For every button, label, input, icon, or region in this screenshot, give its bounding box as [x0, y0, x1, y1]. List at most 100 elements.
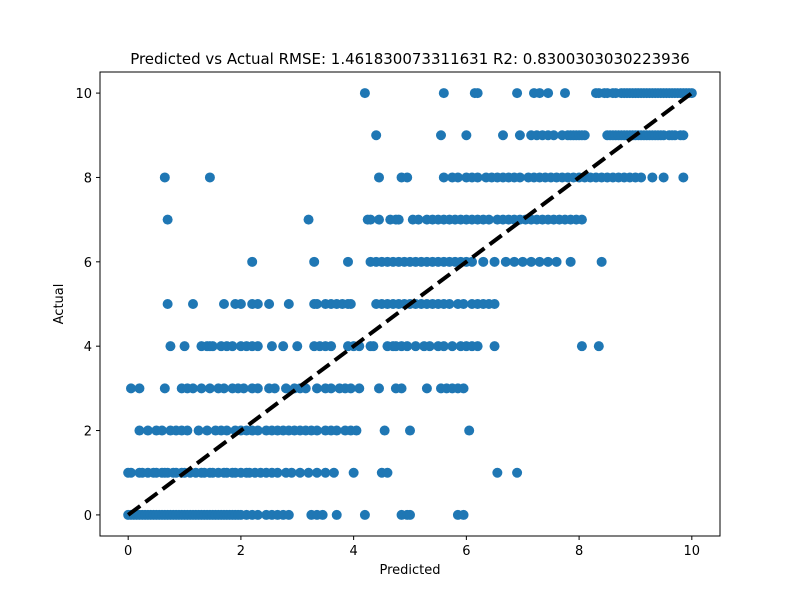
scatter-point — [410, 341, 421, 352]
scatter-point — [365, 214, 376, 225]
scatter-point — [247, 256, 258, 267]
plot-area — [123, 88, 697, 520]
scatter-point — [182, 425, 193, 436]
scatter-point — [317, 509, 328, 520]
scatter-point — [345, 383, 356, 394]
scatter-point — [162, 299, 173, 309]
scatter-point — [472, 88, 483, 99]
scatter-point — [312, 425, 322, 436]
scatter-point — [252, 509, 263, 520]
x-tick-label: 2 — [237, 544, 245, 559]
scatter-point — [436, 130, 446, 141]
scatter-point — [452, 172, 463, 183]
scatter-point — [498, 130, 508, 141]
scatter-point — [636, 172, 647, 183]
x-tick-label: 8 — [575, 544, 583, 559]
scatter-point — [266, 341, 277, 352]
scatter-point — [396, 383, 407, 394]
scatter-point — [142, 425, 153, 436]
scatter-point — [126, 383, 136, 394]
y-axis-label: Actual — [52, 284, 67, 325]
scatter-point — [405, 509, 415, 520]
scatter-point — [345, 299, 356, 309]
scatter-point — [458, 509, 469, 520]
scatter-point — [281, 383, 291, 394]
scatter-point — [252, 425, 263, 436]
x-tick-label: 0 — [124, 544, 132, 559]
scatter-point — [320, 467, 331, 478]
scatter-point — [509, 256, 520, 267]
scatter-point — [512, 88, 523, 99]
scatter-point — [438, 88, 449, 99]
scatter-point — [359, 88, 370, 99]
scatter-point — [517, 256, 528, 267]
scatter-point — [219, 299, 229, 309]
scatter-point — [157, 425, 167, 436]
scatter-point — [278, 341, 289, 352]
scatter-point — [543, 88, 554, 99]
scatter-point — [678, 172, 689, 183]
scatter-point — [312, 299, 322, 309]
scatter-point — [238, 383, 249, 394]
scatter-point — [548, 130, 559, 141]
reference-line — [126, 91, 694, 517]
scatter-point — [368, 341, 379, 352]
scatter-point — [514, 172, 525, 183]
x-tick-label: 6 — [462, 544, 470, 559]
scatter-point — [424, 341, 435, 352]
scatter-point — [283, 299, 294, 309]
scatter-point — [252, 299, 263, 309]
scatter-point — [252, 383, 263, 394]
scatter-point — [489, 299, 500, 309]
plot-frame — [99, 71, 721, 537]
scatter-point — [534, 88, 545, 99]
scatter-point — [658, 172, 669, 183]
scatter-point — [402, 341, 413, 352]
scatter-point — [303, 214, 314, 225]
y-tick-label: 6 — [84, 256, 92, 271]
scatter-point — [204, 172, 215, 183]
scatter-point — [596, 256, 607, 267]
scatter-point — [359, 509, 370, 520]
scatter-point — [312, 467, 322, 478]
scatter-point — [351, 425, 362, 436]
scatter-point — [489, 341, 500, 352]
scatter-point — [560, 88, 570, 99]
scatter-point — [264, 299, 275, 309]
scatter-point — [461, 130, 472, 141]
scatter-point — [402, 172, 413, 183]
scatter-point — [295, 467, 306, 478]
scatter-point — [348, 467, 359, 478]
scatter-point — [478, 256, 489, 267]
scatter-point — [438, 341, 449, 352]
scatter-point — [464, 425, 475, 436]
scatter-point — [126, 467, 136, 478]
scatter-point — [227, 341, 238, 352]
scatter-point — [354, 383, 365, 394]
scatter-point — [134, 383, 145, 394]
y-tick-label: 0 — [84, 509, 92, 524]
scatter-point — [551, 256, 562, 267]
scatter-point — [165, 341, 176, 352]
scatter-point — [269, 383, 280, 394]
chart-title: Predicted vs Actual RMSE: 1.461830073311… — [130, 50, 690, 68]
scatter-point — [272, 467, 283, 478]
scatter-point — [678, 130, 689, 141]
scatter-point — [371, 130, 382, 141]
scatter-point — [526, 256, 537, 267]
scatter-point — [405, 425, 415, 436]
scatter-point — [472, 341, 483, 352]
y-tick-label: 10 — [75, 87, 92, 102]
scatter-point — [489, 256, 500, 267]
scatter-point — [421, 383, 432, 394]
scatter-point — [393, 214, 404, 225]
scatter-point — [500, 256, 511, 267]
scatter-point — [374, 383, 384, 394]
scatter-point — [483, 214, 494, 225]
scatter-point — [512, 467, 523, 478]
scatter-point — [647, 172, 658, 183]
scatter-point — [447, 341, 458, 352]
scatter-point — [193, 425, 204, 436]
x-axis-label: Predicted — [379, 563, 440, 578]
